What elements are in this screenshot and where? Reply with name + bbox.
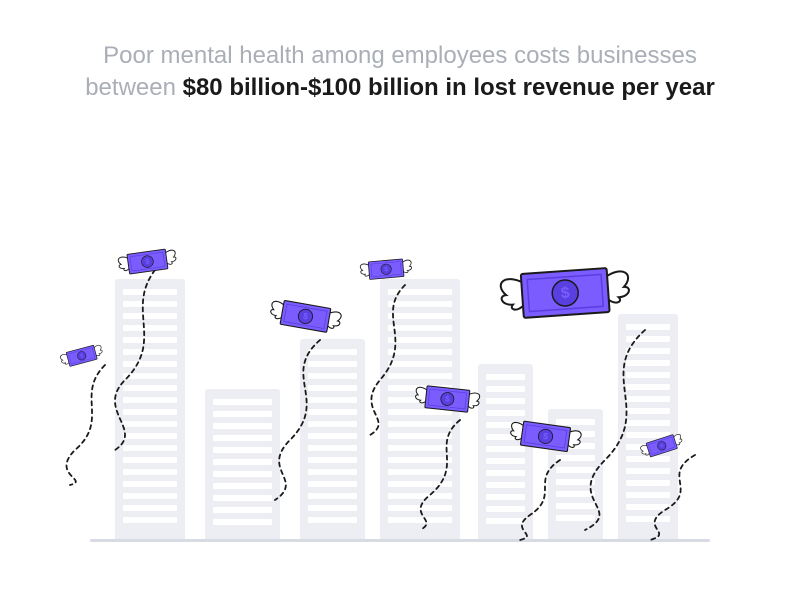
headline-bold: $80 billion-$100 billion in lost revenue… xyxy=(183,74,715,101)
flying-money-6: $ xyxy=(500,245,630,335)
money-7: $ xyxy=(510,410,582,465)
illustration-scene: $ $ $ $ $ $ $ $ xyxy=(0,180,800,600)
ground-line xyxy=(90,539,710,542)
building-7 xyxy=(618,314,678,539)
flying-money-3: $ xyxy=(270,290,342,340)
svg-text:$: $ xyxy=(560,285,570,303)
building-3 xyxy=(300,339,365,539)
headline: Poor mental health among employees costs… xyxy=(0,0,800,105)
money-3: $ xyxy=(270,290,342,345)
flying-money-7: $ xyxy=(510,410,582,460)
money-4: $ xyxy=(360,250,412,291)
flying-money-4: $ xyxy=(360,250,412,286)
flying-money-5: $ xyxy=(415,375,480,420)
money-1: $ xyxy=(118,240,177,286)
flying-money-1: $ xyxy=(118,240,177,281)
flying-money-2: $ xyxy=(60,340,103,370)
money-5: $ xyxy=(415,375,480,425)
building-1 xyxy=(115,279,185,539)
money-2: $ xyxy=(60,340,103,375)
building-2 xyxy=(205,389,280,539)
money-8: $ xyxy=(640,430,683,465)
money-6: $ xyxy=(500,245,630,340)
flying-money-8: $ xyxy=(640,430,683,460)
